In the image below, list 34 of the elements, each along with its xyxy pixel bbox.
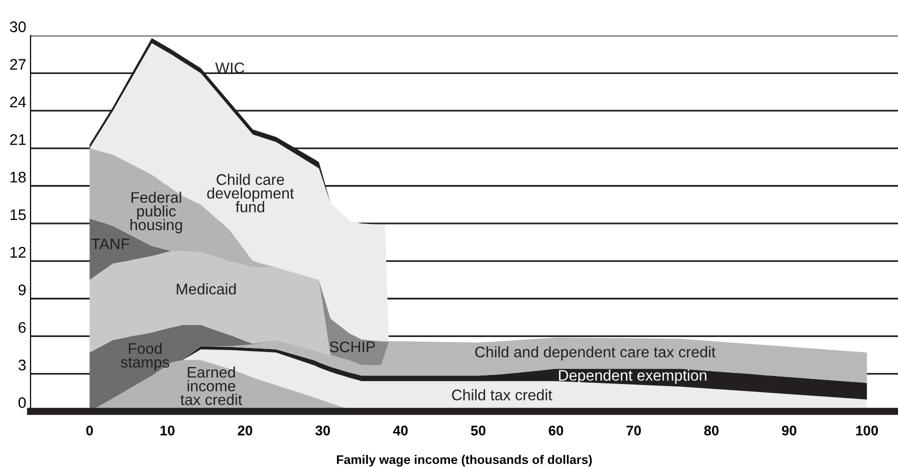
series-label: TANF [91, 238, 130, 250]
series-label: Medicaid [176, 283, 236, 294]
x-tick-label: 70 [626, 426, 641, 436]
series-label: Child tax credit [452, 389, 552, 400]
series-label: Food stamps [120, 342, 170, 371]
x-tick-label: 0 [86, 426, 93, 436]
x-tick-label: 90 [782, 426, 796, 436]
series-label: Child and dependent care tax credit [475, 346, 716, 360]
series-label: Federal public housing [130, 192, 182, 234]
x-tick-label: 40 [393, 426, 408, 436]
series-label: SCHIP [330, 341, 375, 352]
x-tick-label: 60 [548, 426, 564, 436]
y-tick-label: 24 [10, 96, 26, 108]
x-tick-label: 30 [315, 426, 330, 436]
y-tick-label: 30 [10, 21, 26, 32]
series-label: WIC [215, 62, 244, 74]
y-tick-label: 27 [10, 59, 26, 70]
x-tick-label: 20 [238, 426, 252, 436]
y-tick-label: 21 [10, 134, 26, 145]
series-label: Earned income tax credit [180, 366, 242, 406]
series-label: Dependent exemption [559, 370, 706, 384]
series-label: Child care development fund [207, 174, 294, 212]
x-tick-label: 100 [856, 426, 878, 436]
x-tick-label: 10 [160, 426, 174, 436]
x-tick-label: 50 [470, 426, 486, 436]
y-tick-label: 9 [18, 284, 26, 296]
x-tick-label: 80 [704, 426, 719, 436]
y-tick-label: 0 [18, 397, 26, 408]
x-axis-title: Family wage income (thousands of dollars) [336, 454, 592, 467]
y-tick-label: 15 [10, 209, 26, 220]
y-tick-label: 3 [18, 360, 26, 370]
y-tick-label: 18 [10, 172, 26, 183]
y-tick-label: 6 [18, 322, 26, 333]
y-tick-label: 12 [10, 246, 26, 258]
